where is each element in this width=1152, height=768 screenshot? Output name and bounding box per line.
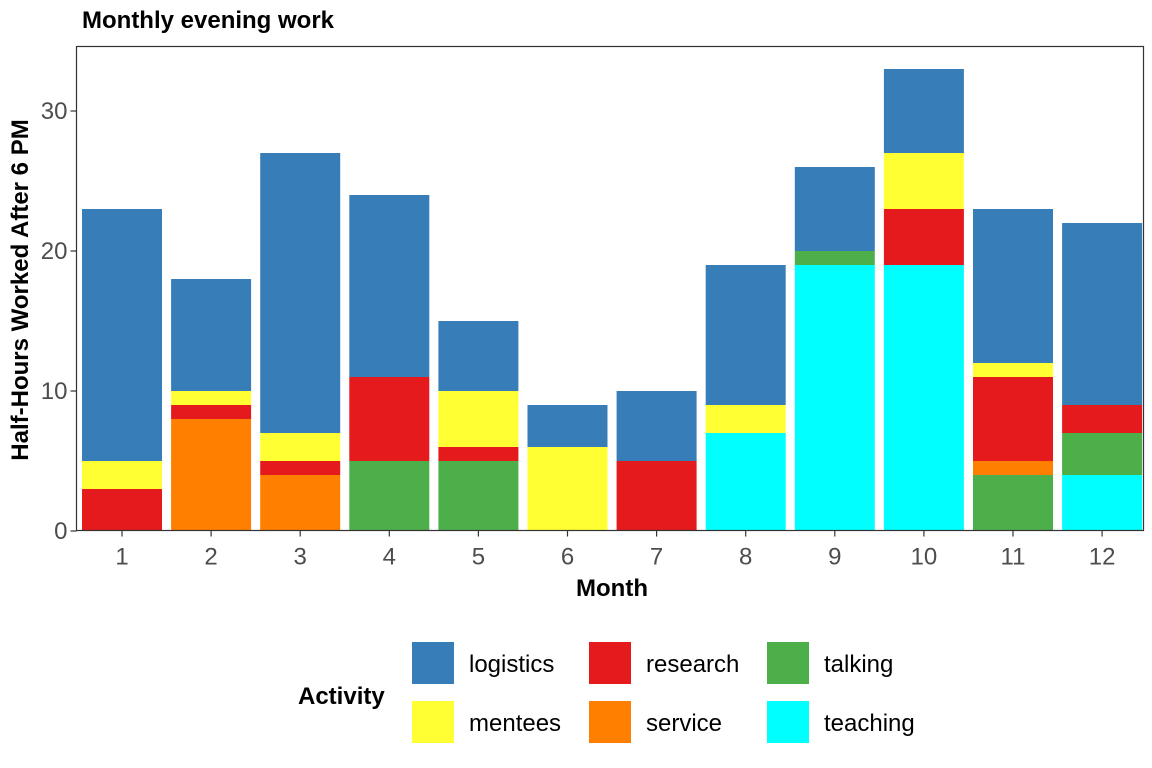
- x-axis: 1 2 3 4 5 6 7 8 9 10 11 12: [115, 530, 1116, 571]
- bar-segment-research-month-3: [260, 461, 341, 475]
- plot-panel-border: [75, 45, 1145, 532]
- bar-segment-logistics-month-7: [616, 391, 697, 461]
- bar-segment-service-month-11: [973, 461, 1053, 475]
- legend: Activity logistics research talking mentees…: [298, 642, 915, 743]
- legend-label-mentees: mentees: [469, 710, 561, 737]
- bar-segment-service-month-2: [171, 419, 252, 531]
- bars-layer: [82, 69, 1143, 531]
- bar-segment-research-month-5: [438, 447, 519, 461]
- bar-segment-teaching-month-8: [705, 433, 786, 531]
- bar-segment-logistics-month-4: [349, 195, 430, 377]
- bar-segment-mentees-month-1: [82, 461, 162, 489]
- bar-segment-logistics-month-9: [794, 167, 875, 251]
- bar-segment-mentees-month-11: [973, 363, 1053, 377]
- legend-key-research: [589, 642, 631, 684]
- y-tick-label: 30: [41, 98, 68, 125]
- bar-segment-logistics-month-1: [82, 209, 162, 461]
- x-tick-label: 8: [739, 544, 752, 571]
- legend-key-service: [589, 701, 631, 743]
- y-axis-title: Half-Hours Worked After 6 PM: [7, 119, 34, 460]
- chart-title: Monthly evening work: [82, 7, 335, 34]
- bar-segment-research-month-2: [171, 405, 252, 419]
- x-tick-label: 10: [911, 544, 938, 571]
- legend-title: Activity: [298, 683, 385, 710]
- bar-segment-teaching-month-10: [883, 265, 964, 531]
- bar-segment-mentees-month-3: [260, 433, 341, 461]
- bar-segment-talking-month-5: [438, 461, 519, 531]
- bar-segment-talking-month-11: [973, 475, 1053, 531]
- bar-segment-research-month-7: [616, 461, 697, 531]
- bar-segment-mentees-month-5: [438, 391, 519, 447]
- bar-segment-research-month-11: [973, 377, 1053, 461]
- bar-segment-research-month-12: [1062, 405, 1143, 433]
- legend-key-teaching: [767, 701, 809, 743]
- bar-segment-logistics-month-5: [438, 321, 519, 391]
- legend-label-talking: talking: [824, 651, 893, 678]
- x-axis-title: Month: [576, 575, 648, 602]
- legend-key-logistics: [412, 642, 454, 684]
- legend-label-research: research: [646, 651, 739, 678]
- bar-segment-research-month-10: [883, 209, 964, 265]
- x-tick-label: 6: [561, 544, 574, 571]
- y-tick-label: 0: [54, 518, 67, 545]
- legend-label-teaching: teaching: [824, 710, 915, 737]
- bar-segment-logistics-month-11: [973, 209, 1053, 363]
- x-tick-label: 1: [115, 544, 128, 571]
- bar-segment-mentees-month-2: [171, 391, 252, 405]
- x-tick-label: 2: [204, 544, 217, 571]
- legend-label-logistics: logistics: [469, 651, 554, 678]
- x-tick-label: 12: [1089, 544, 1116, 571]
- x-tick-label: 4: [383, 544, 396, 571]
- x-tick-label: 3: [294, 544, 307, 571]
- x-tick-label: 11: [1001, 544, 1026, 571]
- bar-segment-service-month-3: [260, 475, 341, 531]
- bar-segment-talking-month-4: [349, 461, 430, 531]
- bar-segment-logistics-month-6: [527, 405, 608, 447]
- bar-segment-research-month-4: [349, 377, 430, 461]
- x-tick-label: 5: [472, 544, 485, 571]
- bar-segment-mentees-month-10: [883, 153, 964, 209]
- x-tick-label: 9: [828, 544, 841, 571]
- bar-segment-research-month-1: [82, 489, 162, 531]
- y-tick-label: 10: [41, 378, 68, 405]
- bar-segment-mentees-month-8: [705, 405, 786, 433]
- y-tick-label: 20: [41, 238, 68, 265]
- bar-segment-teaching-month-9: [794, 265, 875, 531]
- bar-segment-logistics-month-3: [260, 153, 341, 433]
- bar-segment-talking-month-9: [794, 251, 875, 265]
- bar-segment-logistics-month-12: [1062, 223, 1143, 405]
- legend-key-talking: [767, 642, 809, 684]
- bar-segment-teaching-month-12: [1062, 475, 1143, 531]
- bar-segment-logistics-month-10: [883, 69, 964, 153]
- bar-segment-talking-month-12: [1062, 433, 1143, 475]
- y-axis: 0 10 20 30: [41, 98, 77, 545]
- legend-label-service: service: [646, 710, 722, 737]
- x-tick-label: 7: [650, 544, 663, 571]
- bar-segment-logistics-month-8: [705, 265, 786, 405]
- bar-segment-logistics-month-2: [171, 279, 252, 391]
- bar-segment-mentees-month-6: [527, 447, 608, 531]
- legend-key-mentees: [412, 701, 454, 743]
